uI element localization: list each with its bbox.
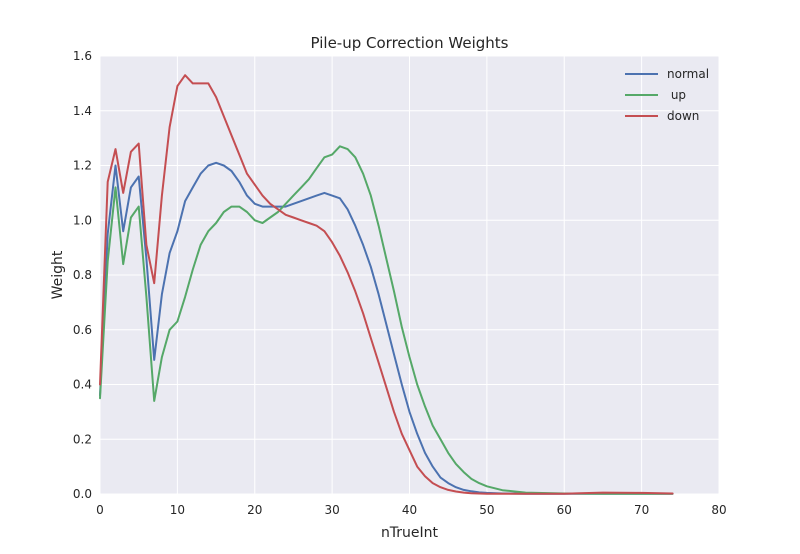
series-line-up [99,145,674,495]
tick-labels: 0 10 20 30 40 50 60 70 80 0.0 0.2 0.4 0.6 0.8 1.0 1.2 1.… [73,49,727,517]
y-tick-label: 0.6 [73,323,92,337]
y-tick-label: 1.2 [73,159,92,173]
y-tick-label: 0.2 [73,432,92,446]
x-tick-label: 60 [557,503,572,517]
x-tick-label: 80 [711,503,726,517]
y-tick-label: 0.8 [73,268,92,282]
legend-label-up: up [667,88,686,102]
legend-label-normal: normal [667,67,709,81]
series-line-down [99,74,674,495]
x-axis-label: nTrueInt [381,525,439,541]
x-tick-label: 0 [96,503,104,517]
legend: normal up down [625,67,709,123]
x-tick-label: 30 [324,503,339,517]
y-tick-label: 0.4 [73,378,92,392]
series-line-normal [99,161,674,495]
x-tick-label: 50 [479,503,494,517]
chart-title: Pile-up Correction Weights [311,34,509,52]
x-tick-label: 40 [402,503,417,517]
y-tick-label: 1.6 [73,49,92,63]
series-lines [99,74,674,495]
y-tick-label: 0.0 [73,487,92,501]
x-tick-label: 20 [247,503,262,517]
y-tick-label: 1.4 [73,104,92,118]
y-axis-label: Weight [50,250,66,299]
legend-label-down: down [667,109,699,123]
x-tick-label: 70 [634,503,649,517]
y-tick-label: 1.0 [73,213,92,227]
x-tick-label: 10 [170,503,185,517]
